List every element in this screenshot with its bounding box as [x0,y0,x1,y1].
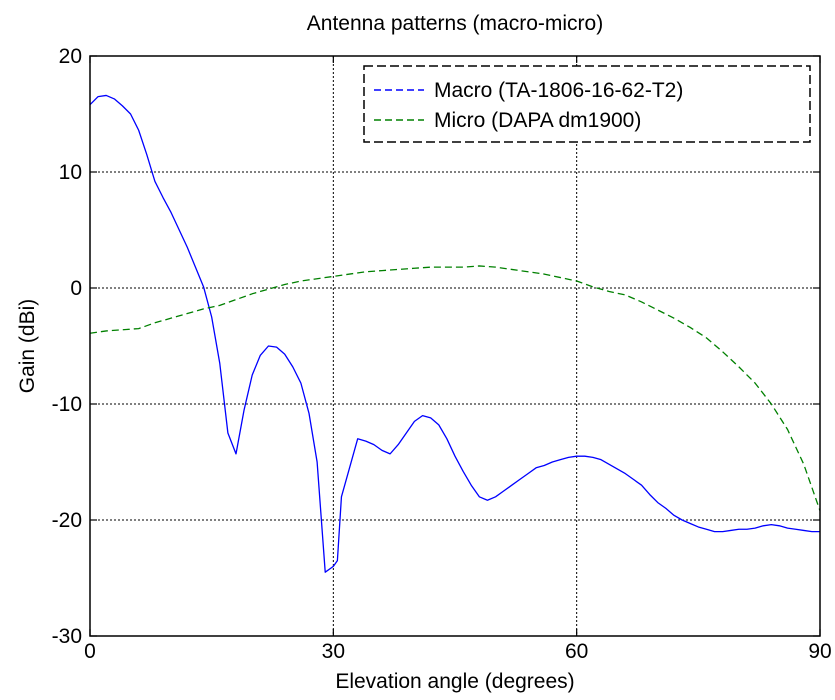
plot-frame [89,55,821,637]
plot-area [90,56,820,636]
macro-series-line [89,94,820,573]
y-tick-label: -30 [52,625,82,648]
chart-title: Antenna patterns (macro-micro) [307,12,603,35]
y-tick-label: 0 [70,277,82,300]
y-tick-label: -20 [52,509,82,532]
micro-series-line [89,265,821,511]
x-tick-label: 30 [322,640,345,663]
legend: Macro (TA-1806-16-62-T2) Micro (DAPA dm1… [363,65,811,143]
y-tick-label: 20 [59,45,82,68]
axis-ticks: 0 30 60 90 20 10 0 -10 -20 -30 [52,45,832,663]
x-axis-title: Elevation angle (degrees) [335,670,574,693]
grid-lines [90,56,820,636]
legend-box [363,65,811,143]
x-tick-label: 0 [84,640,96,663]
y-tick-label: -10 [52,393,82,416]
legend-micro-label: Micro (DAPA dm1900) [434,109,641,132]
x-tick-label: 60 [565,640,588,663]
series-lines [89,94,821,573]
y-tick-label: 10 [59,161,82,184]
legend-macro-label: Macro (TA-1806-16-62-T2) [434,79,683,102]
y-axis-title: Gain (dBi) [16,299,39,394]
x-tick-label: 90 [808,640,831,663]
